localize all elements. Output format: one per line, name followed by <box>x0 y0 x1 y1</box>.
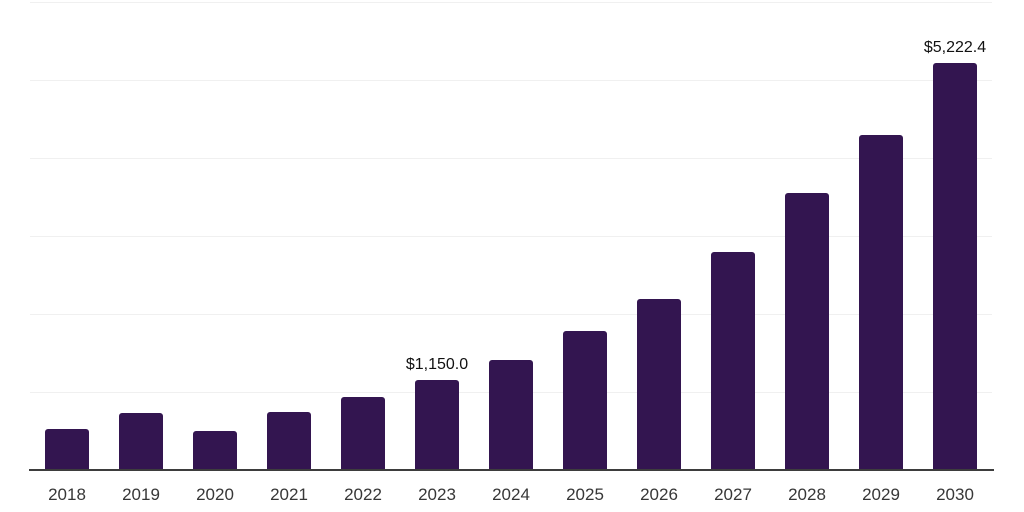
x-tick-2028: 2028 <box>788 485 826 504</box>
bar-2021 <box>267 412 311 470</box>
bar-2026 <box>637 299 681 470</box>
gridline-5000 <box>30 80 992 81</box>
x-tick-2029: 2029 <box>862 485 900 504</box>
x-tick-2020: 2020 <box>196 485 234 504</box>
bar-2024 <box>489 360 533 470</box>
x-tick-2021: 2021 <box>270 485 308 504</box>
data-label-2030: $5,222.4 <box>923 39 987 56</box>
x-tick-2022: 2022 <box>344 485 382 504</box>
bar-2018 <box>45 429 89 470</box>
bar-2023 <box>415 380 459 470</box>
gridline-3000 <box>30 236 992 237</box>
bar-2030 <box>933 63 977 470</box>
x-tick-2019: 2019 <box>122 485 160 504</box>
gridline-4000 <box>30 158 992 159</box>
data-label-2023: $1,150.0 <box>405 356 469 373</box>
bar-2027 <box>711 252 755 470</box>
x-axis-line <box>29 469 994 471</box>
bar-2022 <box>341 397 385 470</box>
x-tick-2030: 2030 <box>936 485 974 504</box>
gridline-2000 <box>30 314 992 315</box>
bar-2028 <box>785 193 829 470</box>
bar-2029 <box>859 135 903 470</box>
x-tick-2026: 2026 <box>640 485 678 504</box>
x-tick-2018: 2018 <box>48 485 86 504</box>
x-tick-2024: 2024 <box>492 485 530 504</box>
bar-2019 <box>119 413 163 470</box>
x-tick-2027: 2027 <box>714 485 752 504</box>
x-tick-2023: 2023 <box>418 485 456 504</box>
bar-2020 <box>193 431 237 470</box>
gridline-6000 <box>30 2 992 3</box>
x-tick-2025: 2025 <box>566 485 604 504</box>
bar-2025 <box>563 331 607 470</box>
